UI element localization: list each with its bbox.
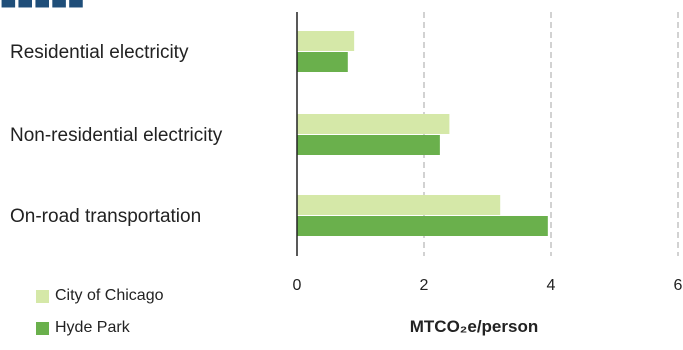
x-tick-label-4: 4: [547, 277, 556, 294]
legend-label-city-of-chicago: City of Chicago: [55, 287, 164, 304]
bars: [297, 31, 548, 236]
category-label-residential-electricity: Residential electricity: [10, 42, 189, 63]
bar-city-of-chicago-non-residential-electricity: [297, 114, 450, 134]
bar-hyde-park-on-road-transportation: [297, 216, 548, 236]
bar-hyde-park-residential-electricity: [297, 52, 348, 72]
bar-chart: 0 2 4 6 Residential electricity Non-residenti…: [10, 12, 683, 336]
bar-hyde-park-non-residential-electricity: [297, 135, 440, 155]
legend-label-hyde-park: Hyde Park: [55, 319, 130, 336]
x-tick-label-0: 0: [293, 277, 302, 294]
x-tick-label-6: 6: [674, 277, 683, 294]
legend-item-city-of-chicago: City of Chicago: [36, 286, 164, 306]
legend-swatch-city-of-chicago: [36, 289, 49, 303]
bar-city-of-chicago-on-road-transportation: [297, 195, 501, 215]
x-axis-label: MTCO₂e/person: [410, 317, 538, 336]
x-tick-label-2: 2: [420, 277, 429, 294]
legend-swatch-hyde-park: [36, 321, 49, 335]
labels: 0 2 4 6 Residential electricity Non-residenti…: [10, 42, 683, 336]
bar-city-of-chicago-residential-electricity: [297, 31, 355, 51]
legend-item-hyde-park: Hyde Park: [36, 318, 164, 338]
legend: City of Chicago Hyde Park: [36, 286, 164, 350]
category-label-non-residential-electricity: Non-residential electricity: [10, 125, 223, 146]
clipped-title-text: ■■■■■: [0, 0, 200, 14]
clipped-title-fragment: ■■■■■: [0, 0, 200, 16]
category-label-on-road-transportation: On-road transportation: [10, 206, 201, 227]
